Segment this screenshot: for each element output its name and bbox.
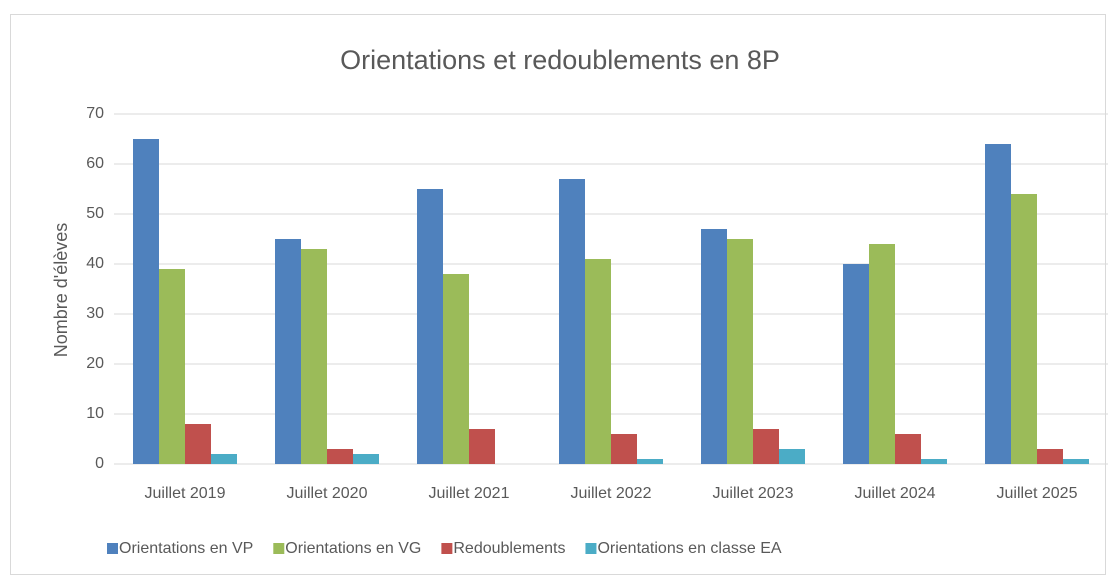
legend-label: Redoublements bbox=[453, 540, 565, 557]
x-tick-label: Juillet 2021 bbox=[429, 485, 510, 502]
y-tick-label: 50 bbox=[86, 205, 104, 222]
bar bbox=[1011, 194, 1037, 464]
bar bbox=[1063, 459, 1089, 464]
legend-swatch bbox=[585, 543, 597, 554]
y-tick-label: 40 bbox=[86, 255, 104, 272]
bar bbox=[469, 429, 495, 464]
bar bbox=[327, 449, 353, 464]
legend-label: Orientations en classe EA bbox=[597, 540, 781, 557]
bar bbox=[443, 274, 469, 464]
bar bbox=[585, 259, 611, 464]
bar bbox=[275, 239, 301, 464]
bar bbox=[779, 449, 805, 464]
y-tick-label: 20 bbox=[86, 355, 104, 372]
bar bbox=[985, 144, 1011, 464]
x-tick-label: Juillet 2019 bbox=[145, 485, 226, 502]
y-axis-label: Nombre d'élèves bbox=[51, 223, 71, 358]
legend-label: Orientations en VG bbox=[285, 540, 421, 557]
bar bbox=[843, 264, 869, 464]
bar bbox=[1037, 449, 1063, 464]
y-tick-label: 60 bbox=[86, 155, 104, 172]
bar bbox=[559, 179, 585, 464]
bar bbox=[611, 434, 637, 464]
x-tick-label: Juillet 2022 bbox=[571, 485, 652, 502]
bar bbox=[701, 229, 727, 464]
bar bbox=[727, 239, 753, 464]
bar bbox=[637, 459, 663, 464]
x-tick-label: Juillet 2024 bbox=[855, 485, 936, 502]
legend-swatch bbox=[107, 543, 118, 554]
bar bbox=[159, 269, 185, 464]
bar bbox=[921, 459, 947, 464]
bar bbox=[753, 429, 779, 464]
bar bbox=[417, 189, 443, 464]
x-tick-label: Juillet 2025 bbox=[997, 485, 1078, 502]
x-tick-label: Juillet 2020 bbox=[287, 485, 368, 502]
chart-title: Orientations et redoublements en 8P bbox=[340, 45, 780, 75]
y-tick-label: 10 bbox=[86, 405, 104, 422]
bar bbox=[353, 454, 379, 464]
bar bbox=[869, 244, 895, 464]
bar bbox=[211, 454, 237, 464]
bar bbox=[301, 249, 327, 464]
bar bbox=[895, 434, 921, 464]
legend-swatch bbox=[441, 543, 453, 554]
x-tick-label: Juillet 2023 bbox=[713, 485, 794, 502]
y-tick-label: 70 bbox=[86, 105, 104, 122]
legend-swatch bbox=[273, 543, 285, 554]
chart-border bbox=[10, 14, 1106, 575]
y-tick-label: 30 bbox=[86, 305, 104, 322]
bar bbox=[133, 139, 159, 464]
legend-label: Orientations en VP bbox=[119, 540, 253, 557]
y-tick-label: 0 bbox=[95, 455, 104, 472]
bar bbox=[185, 424, 211, 464]
